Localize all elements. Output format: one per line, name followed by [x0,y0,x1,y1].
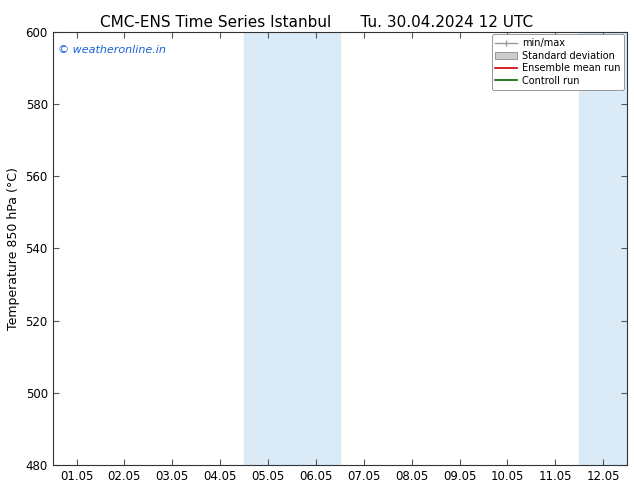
Y-axis label: Temperature 850 hPa (°C): Temperature 850 hPa (°C) [7,167,20,330]
Bar [244,31,340,465]
Legend: min/max, Standard deviation, Ensemble mean run, Controll run: min/max, Standard deviation, Ensemble me… [491,34,624,90]
Text: © weatheronline.in: © weatheronline.in [58,45,166,54]
Bar [579,31,627,465]
Text: CMC-ENS Time Series Istanbul      Tu. 30.04.2024 12 UTC: CMC-ENS Time Series Istanbul Tu. 30.04.2… [100,15,534,30]
